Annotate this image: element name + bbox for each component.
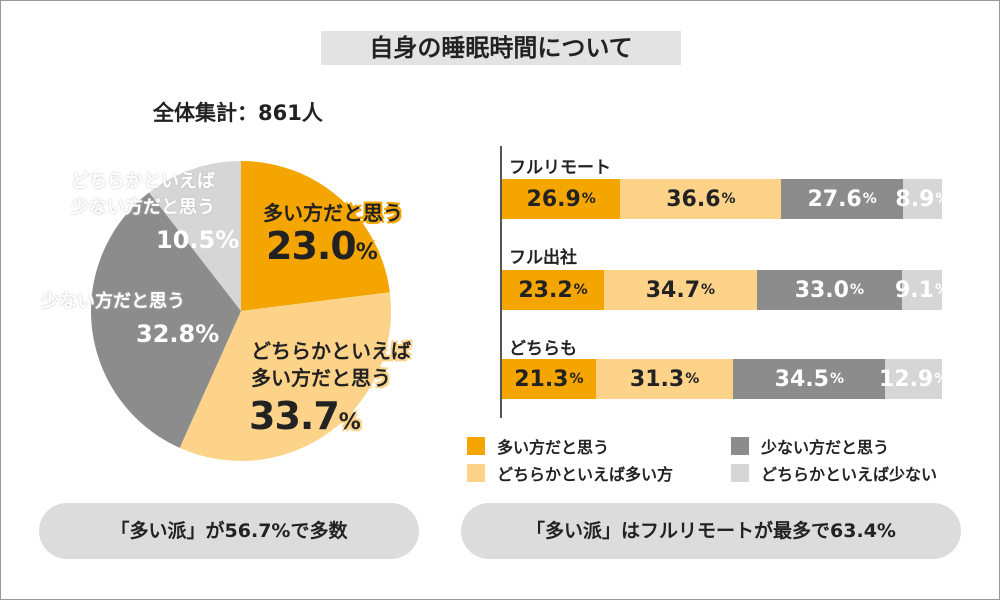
page-title: 自身の睡眠時間について [321,31,681,65]
legend-label-1: どちらかといえば多い方 [497,465,674,484]
legend-label-0: 多い方だと思う [497,438,610,457]
pie-slice-0 [241,161,390,311]
pie-label-name-0: 多い方だと思う [263,201,403,225]
bar-row-full-office: 23.2% 34.7% 33.0% 9.1% [502,270,949,310]
summary-right-pill: 「多い派」はフルリモートが最多で63.4% [461,503,961,559]
pie-label-pct-0: 23.0% [266,223,378,271]
bar-category-0: フルリモート [509,158,611,178]
bar-segment-0-1: 36.6% [620,179,782,219]
pie-slice-3 [149,161,241,311]
bar-value-unit-1-3: % [934,282,949,298]
pie-pct-value-0: 23.0 [266,224,357,268]
bar-value-unit-0-0: % [581,191,596,207]
legend-item-1: どちらかといえば多い方 [467,461,673,485]
bar-segment-1-1: 34.7% [604,270,757,310]
legend-swatch-0 [467,437,485,455]
pie-label-name-1b: 多い方だと思う [251,366,391,390]
bar-segment-2-3: 12.9% [879,359,948,399]
legend-label-2: 少ない方だと思う [761,438,890,457]
bar-value-unit-0-3: % [935,191,950,207]
bar-segment-2-2: 34.5% [733,359,886,399]
bar-value-label-0-1: 36.6 [666,186,721,212]
bar-value-label-1-3: 9.1 [894,277,934,303]
legend-label-3: どちらかといえば少ない [761,465,938,484]
bar-value-unit-2-3: % [934,371,949,387]
bar-value-unit-1-2: % [849,282,864,298]
bar-row-both: 21.3% 31.3% 34.5% 12.9% [502,359,948,399]
bar-value-label-0-3: 8.9 [895,186,935,212]
legend-item-2: 少ない方だと思う [731,434,889,458]
bar-value-unit-2-1: % [685,371,700,387]
pie-label-name-1a: どちらかといえば [251,339,411,363]
bar-value-label-2-3: 12.9 [878,366,934,392]
bar-value-unit-2-0: % [569,371,584,387]
bar-segment-1-2: 33.0% [756,270,902,310]
bar-value-label-0-2: 27.6 [807,186,862,212]
bar-value-unit-0-1: % [721,191,736,207]
pie-pct-unit-0: % [355,240,378,265]
bar-value-label-1-2: 33.0 [794,277,849,303]
bar-value-label-1-1: 34.7 [645,277,701,303]
pie-label-pct-3: 10.5% [156,226,240,254]
bar-segment-1-0: 23.2% [502,270,605,310]
legend-swatch-3 [731,464,749,482]
bar-category-1: フル出社 [509,248,577,268]
pie-label-name-3a: どちらかといえば [71,171,215,192]
bar-value-label-2-2: 34.5 [774,366,829,392]
bar-row-full-remote: 26.9% 36.6% 27.6% 8.9% [502,179,949,219]
bar-category-2: どちらも [509,339,577,359]
bar-axis-line [500,146,502,418]
bar-segment-1-3: 9.1% [895,270,949,310]
bar-segment-2-1: 31.3% [595,359,734,399]
bar-value-unit-2-2: % [829,371,844,387]
bar-value-unit-0-2: % [862,191,877,207]
pie-pct-unit-1: % [338,410,361,435]
pie-slice-1 [179,292,391,461]
pie-label-name-3b: 少ない方だと思う [71,197,215,218]
bar-segment-0-3: 8.9% [895,179,949,219]
pie-label-pct-2: 32.8% [136,320,220,348]
pie-pct-value-1: 33.7 [249,394,340,438]
legend-swatch-2 [731,437,749,455]
bar-value-label-1-0: 23.2 [518,277,573,303]
pie-label-pct-1: 33.7% [249,393,361,441]
legend-swatch-1 [467,464,485,482]
bar-segment-0-2: 27.6% [781,179,903,219]
pie-title: 全体集計：861人 [153,101,323,125]
pie-label-name-2: 少ない方だと思う [41,291,185,312]
legend-item-3: どちらかといえば少ない [731,461,937,485]
summary-left-pill: 「多い派」が56.7%で多数 [39,503,419,559]
bar-value-unit-1-1: % [701,282,716,298]
bar-value-label-2-0: 21.3 [514,366,569,392]
bar-segment-2-0: 21.3% [502,359,596,399]
legend-item-0: 多い方だと思う [467,434,609,458]
pie-slice-2 [91,192,242,448]
bar-value-label-2-1: 31.3 [629,366,685,392]
bar-value-label-0-0: 26.9 [526,186,581,212]
bar-value-unit-1-0: % [573,282,588,298]
bar-segment-0-0: 26.9% [502,179,621,219]
